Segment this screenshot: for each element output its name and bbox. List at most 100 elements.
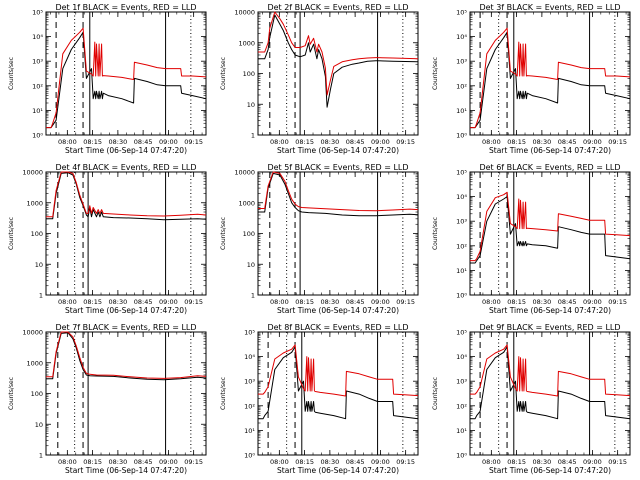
x-tick-label: 09:00: [159, 138, 178, 146]
panel-title: Det 9f BLACK = Events, RED = LLD: [479, 323, 620, 332]
series-line-lld: [470, 344, 631, 397]
series-line-events: [470, 346, 631, 420]
y-axis-label: Counts/sec: [8, 217, 15, 250]
panel-det-1f: 10⁰ 10¹ 10² 10³ 10⁴ 10⁵ 08:00 08:15 08:30 08:45 09…: [8, 3, 207, 155]
y-tick-label: 100: [243, 70, 255, 78]
series-line-lld: [258, 11, 419, 96]
y-tick-label: 10⁰: [456, 292, 467, 300]
y-tick-label: 10⁴: [32, 33, 43, 41]
y-tick-label: 10⁵: [456, 9, 467, 17]
panel-det-4f: 1 10 100 1000 10000 08:00 08:15 08:30 08:45 09:00…: [8, 163, 207, 315]
x-tick-label: 08:15: [507, 298, 526, 306]
panel-det-7f: 1 10 100 1000 10000 08:00 08:15 08:30 08:45 09:00…: [8, 323, 207, 475]
panel-title: Det 6f BLACK = Events, RED = LLD: [479, 163, 620, 172]
x-axis-label: Start Time (06-Sep-14 07:47:20): [277, 306, 399, 315]
x-tick-label: 08:15: [295, 458, 314, 466]
x-axis-label: Start Time (06-Sep-14 07:47:20): [489, 466, 611, 475]
y-tick-label: 1000: [26, 199, 43, 207]
y-tick-label: 10¹: [456, 427, 467, 435]
series-line-events: [470, 31, 631, 129]
plot-frame: [45, 11, 207, 136]
x-axis-label: Start Time (06-Sep-14 07:47:20): [489, 146, 611, 155]
x-tick-label: 09:00: [583, 138, 602, 146]
series-line-events: [46, 172, 207, 221]
x-tick-label: 08:00: [270, 298, 289, 306]
series-line-lld: [46, 331, 207, 379]
y-axis-label: Counts/sec: [432, 57, 439, 90]
x-axis-label: Start Time (06-Sep-14 07:47:20): [489, 306, 611, 315]
plot-frame: [45, 171, 207, 296]
x-tick-label: 08:45: [346, 298, 365, 306]
x-tick-label: 08:45: [346, 458, 365, 466]
panel-title: Det 1f BLACK = Events, RED = LLD: [55, 3, 196, 12]
x-tick-label: 09:15: [608, 138, 627, 146]
panel-det-8f: 10⁰ 10¹ 10² 10³ 10⁴ 10⁵ 08:00 08:15 08:30 08:45 09…: [220, 323, 419, 475]
y-tick-label: 10⁴: [456, 33, 467, 41]
x-tick-label: 08:45: [346, 138, 365, 146]
panel-title: Det 7f BLACK = Events, RED = LLD: [55, 323, 196, 332]
x-tick-label: 08:00: [482, 138, 501, 146]
x-tick-label: 09:15: [396, 298, 415, 306]
x-tick-label: 08:00: [270, 458, 289, 466]
x-tick-label: 08:00: [58, 458, 77, 466]
x-axis-label: Start Time (06-Sep-14 07:47:20): [277, 466, 399, 475]
y-tick-label: 10⁰: [456, 132, 467, 140]
x-tick-label: 08:45: [558, 298, 577, 306]
x-tick-label: 08:45: [134, 138, 153, 146]
y-axis-label: Counts/sec: [8, 377, 15, 410]
x-tick-label: 08:30: [108, 138, 127, 146]
y-tick-label: 10³: [456, 58, 467, 66]
y-tick-label: 10⁰: [456, 452, 467, 460]
series-line-events: [258, 346, 419, 420]
x-tick-label: 09:00: [159, 458, 178, 466]
y-tick-label: 10¹: [32, 107, 43, 115]
y-axis-label: Counts/sec: [220, 217, 227, 250]
panel-title: Det 5f BLACK = Events, RED = LLD: [267, 163, 408, 172]
x-tick-label: 08:30: [532, 458, 551, 466]
y-tick-label: 10³: [32, 58, 43, 66]
x-tick-label: 09:00: [371, 138, 390, 146]
y-tick-label: 10⁵: [32, 9, 43, 17]
x-tick-label: 09:15: [396, 138, 415, 146]
x-tick-label: 09:00: [583, 458, 602, 466]
series-line-lld: [470, 27, 631, 129]
y-tick-label: 1000: [26, 359, 43, 367]
x-tick-label: 09:15: [184, 458, 203, 466]
x-tick-label: 08:00: [58, 298, 77, 306]
series-line-lld: [470, 191, 631, 262]
x-tick-label: 08:45: [134, 458, 153, 466]
y-tick-label: 1000: [238, 39, 255, 47]
x-tick-label: 08:30: [320, 458, 339, 466]
x-tick-label: 08:15: [83, 298, 102, 306]
x-tick-label: 08:30: [108, 298, 127, 306]
series-line-events: [46, 31, 207, 129]
y-tick-label: 10³: [456, 378, 467, 386]
y-tick-label: 1: [251, 132, 255, 140]
panel-title: Det 4f BLACK = Events, RED = LLD: [55, 163, 196, 172]
y-tick-label: 10¹: [244, 427, 255, 435]
x-tick-label: 09:00: [371, 458, 390, 466]
x-tick-label: 09:15: [608, 298, 627, 306]
x-tick-label: 09:15: [608, 458, 627, 466]
y-tick-label: 10: [35, 261, 43, 269]
x-tick-label: 09:00: [159, 298, 178, 306]
y-tick-label: 10³: [456, 218, 467, 226]
y-tick-label: 10⁵: [456, 329, 467, 337]
x-tick-label: 08:30: [532, 298, 551, 306]
y-tick-label: 1000: [238, 199, 255, 207]
y-tick-label: 10: [35, 421, 43, 429]
y-tick-label: 10⁴: [244, 353, 255, 361]
y-tick-label: 10²: [32, 82, 43, 90]
series-line-events: [258, 14, 419, 108]
plot-frame: [45, 331, 207, 456]
x-tick-label: 08:45: [558, 138, 577, 146]
plot-frame: [257, 171, 419, 296]
y-tick-label: 10000: [234, 169, 255, 177]
series-line-events: [470, 196, 631, 264]
y-tick-label: 10000: [22, 169, 43, 177]
x-tick-label: 08:15: [295, 298, 314, 306]
y-axis-label: Counts/sec: [432, 377, 439, 410]
y-tick-label: 100: [31, 390, 43, 398]
x-tick-label: 08:30: [320, 138, 339, 146]
